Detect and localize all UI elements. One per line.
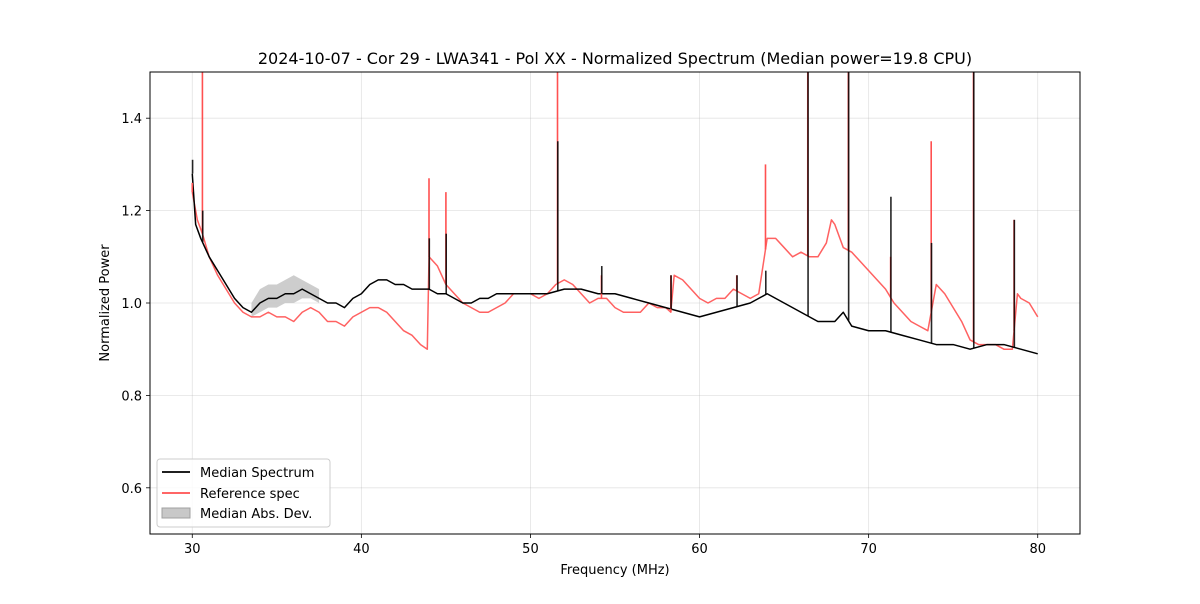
y-tick-label: 0.6 (121, 482, 142, 497)
y-tick-label: 1.2 (121, 205, 142, 220)
x-axis-label: Frequency (MHz) (560, 563, 669, 578)
x-tick-label: 30 (184, 542, 201, 557)
legend-median-label: Median Spectrum (200, 466, 314, 481)
y-axis-label: Normalized Power (98, 244, 113, 362)
x-tick-label: 50 (522, 542, 539, 557)
legend-mad-label: Median Abs. Dev. (200, 507, 312, 522)
legend: Median Spectrum Reference spec Median Ab… (156, 458, 331, 528)
plot-area (191, 72, 1039, 355)
legend-box (156, 458, 331, 528)
data-layer (191, 72, 1039, 355)
y-tick-label: 1.0 (121, 297, 142, 312)
y-axis: 0.6 0.8 1.0 1.2 1.4 (121, 112, 150, 497)
legend-mad-patch (161, 507, 191, 519)
x-tick-label: 80 (1029, 542, 1046, 557)
reference-spectrum-line (191, 191, 1039, 350)
grid (150, 72, 1080, 534)
median-spectrum-line (191, 173, 1038, 355)
x-tick-label: 40 (353, 542, 370, 557)
y-tick-label: 1.4 (121, 112, 142, 127)
y-tick-label: 0.8 (121, 389, 142, 404)
mad-band (251, 275, 320, 317)
legend-reference-label: Reference spec (200, 487, 300, 502)
x-tick-label: 70 (860, 542, 877, 557)
x-tick-label: 60 (691, 542, 708, 557)
x-axis: 30 40 50 60 70 80 (184, 534, 1046, 557)
chart-title: 2024-10-07 - Cor 29 - LWA341 - Pol XX - … (258, 49, 972, 68)
